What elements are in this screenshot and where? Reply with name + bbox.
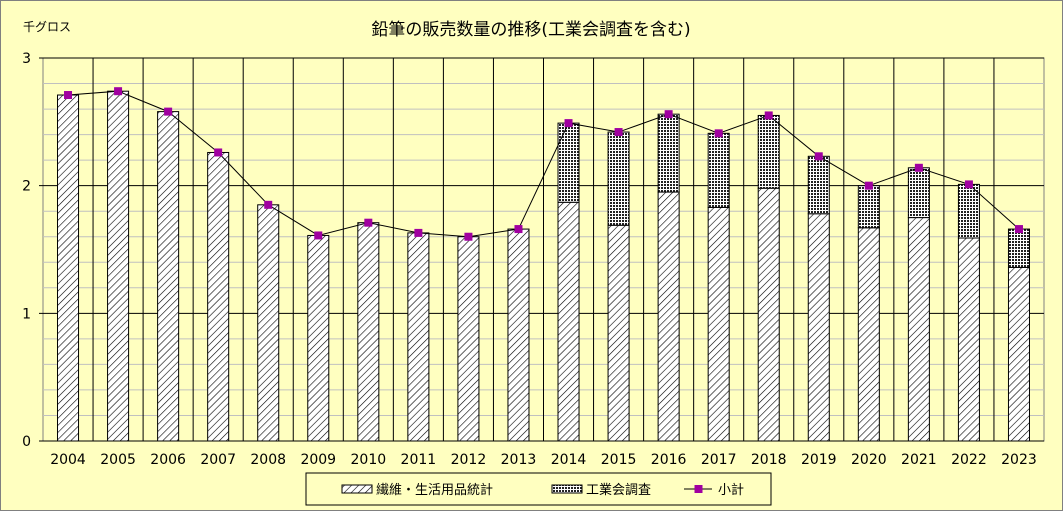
subtotal-marker	[964, 180, 973, 189]
bar-textile-stats	[1007, 266, 1030, 442]
bar-industry-survey	[1007, 228, 1030, 268]
subtotal-line	[67, 90, 1020, 238]
x-tick-label: 2015	[601, 452, 637, 468]
subtotal-marker	[914, 163, 923, 172]
legend-label: 小計	[718, 482, 744, 498]
bar-textile-stats	[507, 228, 530, 442]
bar-textile-stats	[807, 213, 830, 442]
x-tick-label: 2019	[801, 452, 837, 468]
bar-industry-survey	[807, 155, 830, 215]
subtotal-marker	[664, 110, 673, 119]
subtotal-marker	[214, 148, 223, 157]
subtotal-marker	[114, 87, 123, 96]
bar-textile-stats	[57, 94, 80, 442]
x-tick-label: 2022	[951, 452, 987, 468]
bar-textile-stats	[207, 151, 230, 442]
y-tick-label: 2	[22, 179, 31, 195]
subtotal-marker	[864, 181, 873, 190]
x-tick-label: 2007	[200, 452, 236, 468]
legend-swatch	[551, 484, 583, 494]
x-tick-label: 2012	[451, 452, 487, 468]
bar-industry-survey	[607, 131, 630, 226]
y-tick-label: 3	[22, 51, 31, 67]
x-tick-label: 2005	[100, 452, 136, 468]
legend-marker	[694, 485, 703, 493]
subtotal-marker	[314, 231, 323, 240]
subtotal-marker	[764, 111, 773, 120]
bar-textile-stats	[707, 206, 730, 442]
unit-label: 千グロス	[23, 20, 71, 34]
bar-industry-survey	[907, 167, 930, 219]
bar-industry-survey	[707, 132, 730, 208]
bar-industry-survey	[857, 185, 880, 229]
legend-label: 繊維・生活用品統計	[376, 482, 493, 498]
bar-textile-stats	[857, 227, 880, 442]
bar-textile-stats	[257, 204, 280, 442]
bar-industry-survey	[557, 122, 580, 203]
subtotal-marker	[564, 119, 573, 128]
subtotal-marker	[614, 128, 623, 137]
y-tick-label: 1	[22, 306, 31, 322]
bar-textile-stats	[457, 236, 480, 442]
legend-swatch	[341, 484, 373, 494]
x-tick-label: 2004	[50, 452, 86, 468]
x-tick-label: 2013	[501, 452, 537, 468]
subtotal-marker	[714, 129, 723, 138]
x-tick-label: 2011	[401, 452, 437, 468]
bar-textile-stats	[607, 224, 630, 442]
plot-area: 0 1 2 3 2004 2005 2006 2007 2008 2009 2010 2011 2012…	[22, 51, 1045, 468]
x-tick-label: 2014	[551, 452, 587, 468]
subtotal-marker	[164, 107, 173, 116]
bar-industry-survey	[957, 183, 980, 239]
bar-textile-stats	[107, 90, 130, 442]
x-tick-label: 2023	[1001, 452, 1037, 468]
bar-industry-survey	[757, 114, 780, 189]
x-tick-label: 2016	[651, 452, 687, 468]
subtotal-marker	[514, 225, 523, 234]
x-tick-label: 2008	[250, 452, 286, 468]
x-tick-label: 2018	[751, 452, 787, 468]
bar-textile-stats	[557, 201, 580, 442]
chart-title: 鉛筆の販売数量の推移(工業会調査を含む)	[371, 20, 690, 40]
subtotal-marker	[364, 218, 373, 227]
subtotal-marker	[464, 232, 473, 241]
bar-textile-stats	[307, 234, 330, 442]
subtotal-marker	[1014, 225, 1023, 234]
bar-textile-stats	[157, 111, 180, 442]
x-tick-label: 2009	[300, 452, 336, 468]
subtotal-marker	[814, 152, 823, 161]
x-tick-label: 2017	[701, 452, 737, 468]
y-tick-label: 0	[22, 434, 31, 450]
bar-textile-stats	[907, 217, 930, 442]
bar-textile-stats	[357, 222, 380, 442]
x-tick-label: 2020	[851, 452, 887, 468]
x-tick-label: 2021	[901, 452, 937, 468]
legend-label: 工業会調査	[586, 482, 651, 498]
subtotal-marker	[414, 228, 423, 237]
bar-textile-stats	[957, 237, 980, 442]
bar-textile-stats	[657, 191, 680, 442]
subtotal-marker	[64, 91, 73, 100]
x-tick-label: 2010	[351, 452, 387, 468]
x-tick-label: 2006	[150, 452, 186, 468]
bar-textile-stats	[407, 232, 430, 442]
bar-industry-survey	[657, 113, 680, 193]
bar-textile-stats	[757, 187, 780, 442]
legend: 繊維・生活用品統計 工業会調査 小計	[305, 472, 772, 506]
subtotal-marker	[264, 200, 273, 209]
